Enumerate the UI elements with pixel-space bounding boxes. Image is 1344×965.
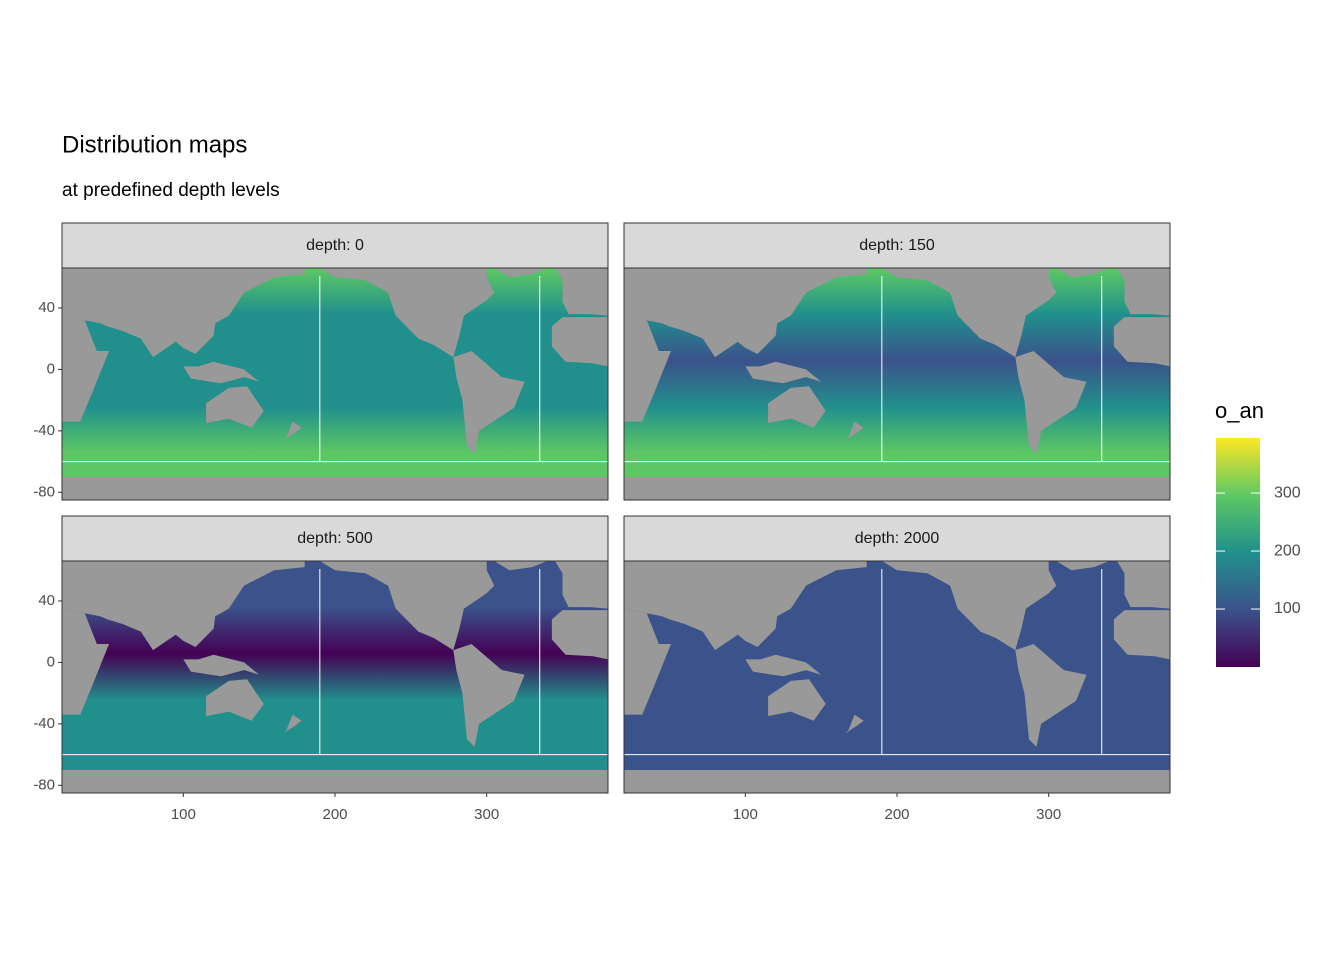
x-tick-label: 300 xyxy=(474,806,499,823)
x-tick-label: 200 xyxy=(322,806,347,823)
land xyxy=(881,561,1057,651)
y-tick-label: 0 xyxy=(47,360,55,377)
strip-background xyxy=(61,515,609,562)
y-tick-label: -40 xyxy=(33,422,55,439)
land xyxy=(745,654,822,677)
land xyxy=(881,268,1057,358)
land xyxy=(745,361,822,384)
colorbar-label: 300 xyxy=(1274,484,1301,501)
y-tick-label: -80 xyxy=(33,776,55,793)
x-tick-label: 200 xyxy=(884,806,909,823)
land xyxy=(1015,643,1087,747)
land xyxy=(624,561,867,651)
land xyxy=(283,714,302,734)
land xyxy=(62,561,305,651)
land xyxy=(624,315,672,422)
land xyxy=(206,679,264,721)
land xyxy=(62,315,110,422)
land xyxy=(624,769,1170,793)
strip-label: depth: 150 xyxy=(859,237,935,254)
map-panel xyxy=(62,268,608,500)
land xyxy=(62,608,110,715)
land xyxy=(554,268,608,316)
land xyxy=(494,561,548,571)
strip-label: depth: 500 xyxy=(297,530,373,547)
colorbar-label: 200 xyxy=(1274,542,1301,559)
land xyxy=(453,350,525,454)
strip-background xyxy=(623,515,1171,562)
land xyxy=(206,386,264,428)
land xyxy=(1056,561,1110,571)
land xyxy=(768,679,826,721)
land xyxy=(554,561,608,609)
panel-border xyxy=(61,267,609,501)
chart-subtitle: at predefined depth levels xyxy=(62,180,280,201)
strip-background xyxy=(61,222,609,269)
land xyxy=(768,386,826,428)
land xyxy=(624,476,1170,500)
map-panel xyxy=(62,561,608,793)
x-tick-label: 300 xyxy=(1036,806,1061,823)
y-tick-label: -80 xyxy=(33,483,55,500)
land xyxy=(62,268,305,358)
strip-background xyxy=(623,222,1171,269)
land xyxy=(453,643,525,747)
land xyxy=(62,476,608,500)
land xyxy=(1113,317,1170,367)
chart-title: Distribution maps xyxy=(62,131,247,158)
x-tick-label: 100 xyxy=(733,806,758,823)
land xyxy=(624,268,867,358)
panel-border xyxy=(623,267,1171,501)
map-panel xyxy=(624,561,1170,793)
land xyxy=(283,421,302,441)
y-tick-label: 40 xyxy=(38,592,55,609)
land xyxy=(845,714,864,734)
land xyxy=(1116,268,1170,316)
land xyxy=(62,769,608,793)
y-tick-label: 0 xyxy=(47,653,55,670)
x-tick-label: 100 xyxy=(171,806,196,823)
land xyxy=(319,561,495,651)
strip-label: depth: 0 xyxy=(306,237,364,254)
map-panel xyxy=(624,268,1170,500)
strip-label: depth: 2000 xyxy=(855,530,940,547)
land xyxy=(183,361,260,384)
land xyxy=(551,317,608,367)
land xyxy=(845,421,864,441)
land xyxy=(494,268,548,278)
y-tick-label: -40 xyxy=(33,715,55,732)
colorbar xyxy=(1216,438,1260,667)
y-tick-label: 40 xyxy=(38,299,55,316)
legend-title: o_an xyxy=(1215,398,1264,423)
land xyxy=(1113,610,1170,660)
land xyxy=(1015,350,1087,454)
land xyxy=(319,268,495,358)
land xyxy=(1056,268,1110,278)
land xyxy=(624,608,672,715)
land xyxy=(183,654,260,677)
land xyxy=(551,610,608,660)
colorbar-label: 100 xyxy=(1274,600,1301,617)
land xyxy=(1116,561,1170,609)
